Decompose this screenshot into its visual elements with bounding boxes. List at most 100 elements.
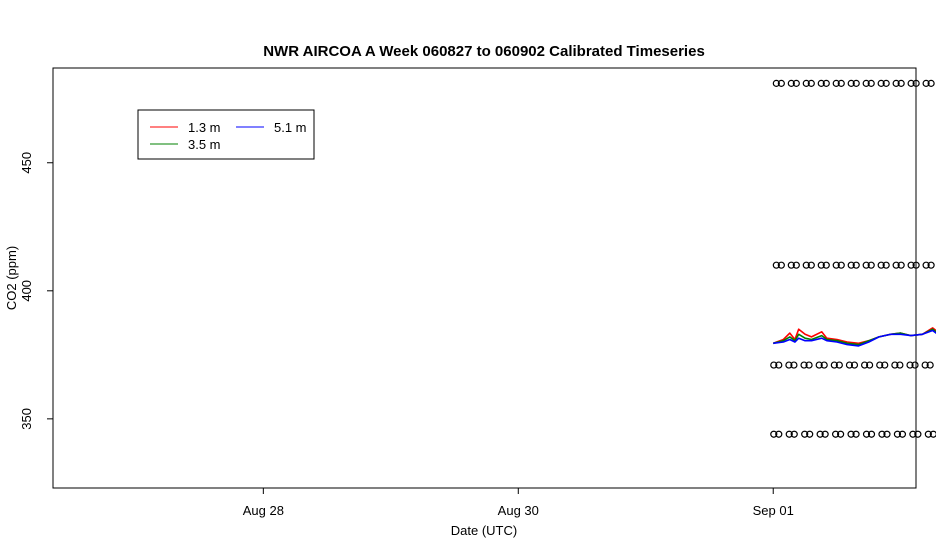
calibration-marker: [898, 430, 907, 438]
calibration-marker: [909, 430, 917, 438]
calibration-marker: [770, 361, 778, 369]
y-axis-label: CO2 (ppm): [4, 246, 19, 310]
calibration-marker: [830, 361, 838, 369]
calibration-marker: [790, 361, 798, 369]
calibration-marker: [785, 361, 793, 369]
legend-box: [137, 109, 315, 160]
calibration-marker: [893, 430, 902, 438]
x-tick-label: Aug 28: [243, 503, 284, 518]
y-tick-label: 400: [19, 280, 34, 302]
calibration-marker: [912, 79, 920, 87]
calibration-marker: [801, 430, 809, 438]
calibration-marker: [924, 430, 932, 438]
calibration-marker: [837, 261, 845, 269]
calibration-marker: [790, 430, 798, 438]
calibration-marker: [832, 430, 840, 438]
plot-area-frame: [52, 67, 917, 489]
calibration-marker: [845, 361, 854, 369]
calibration-marker: [792, 261, 800, 269]
calibration-marker: [820, 361, 828, 369]
calibration-marker: [837, 430, 845, 438]
series-lines: [772, 327, 936, 347]
calibration-marker: [816, 430, 824, 438]
calibration-marker: [892, 261, 900, 269]
calibration-marker: [876, 361, 884, 369]
calibration-marker: [906, 361, 914, 369]
calibration-marker: [822, 79, 830, 87]
calibration-marker: [929, 430, 936, 438]
calibration-marker: [775, 430, 783, 438]
calibration-marker: [926, 361, 934, 369]
calibration-marker: [867, 261, 875, 269]
calibration-marker: [867, 430, 876, 438]
calibration-marker: [837, 79, 845, 87]
calibration-marker: [817, 261, 825, 269]
calibration-marker: [912, 261, 920, 269]
calibration-marker: [787, 261, 795, 269]
calibration-marker: [922, 261, 930, 269]
legend-label-3-5m: 3.5 m: [188, 137, 221, 152]
calibration-marker: [897, 261, 905, 269]
calibration-marker: [822, 261, 830, 269]
calibration-marker: [907, 261, 915, 269]
calibration-marker: [777, 79, 785, 87]
calibration-marker: [922, 79, 930, 87]
calibration-marker: [772, 79, 780, 87]
calibration-marker: [892, 79, 900, 87]
calibration-marker: [867, 79, 875, 87]
calibration-marker: [775, 361, 783, 369]
calibration-marker: [852, 261, 860, 269]
calibration-marker: [807, 261, 815, 269]
y-axis: 350 400 450: [19, 152, 53, 430]
chart-title: NWR AIRCOA A Week 060827 to 060902 Calib…: [263, 43, 705, 60]
calibration-marker: [772, 261, 780, 269]
calibration-marker: [862, 430, 871, 438]
calibration-marker: [907, 79, 915, 87]
calibration-marker: [832, 79, 840, 87]
legend: 1.3 m 5.1 m 3.5 m: [137, 109, 315, 160]
calibration-marker: [847, 79, 855, 87]
calibration-marker: [914, 430, 922, 438]
calibration-marker: [866, 361, 874, 369]
x-tick-label: Aug 30: [498, 503, 539, 518]
calibration-marker: [785, 430, 793, 438]
calibration-marker: [878, 430, 886, 438]
calibration-marker: [862, 261, 870, 269]
calibration-marker: [787, 79, 795, 87]
calibration-marker: [802, 79, 810, 87]
y-tick-label: 450: [19, 152, 34, 174]
calibration-marker: [847, 261, 855, 269]
calibration-marker: [850, 361, 859, 369]
calibration-marker: [891, 361, 899, 369]
calibration-marker: [862, 79, 870, 87]
calibration-marker: [792, 79, 800, 87]
calibration-marker: [877, 79, 885, 87]
x-axis-label: Date (UTC): [451, 523, 517, 538]
calibration-marker: [817, 79, 825, 87]
legend-label-5-1m: 5.1 m: [274, 120, 307, 135]
calibration-marker: [877, 261, 885, 269]
calibration-marker: [821, 430, 829, 438]
calibration-marker: [806, 430, 814, 438]
calibration-marker: [927, 261, 935, 269]
calibration-marker: [847, 430, 855, 438]
calibration-marker: [861, 361, 869, 369]
calibration-marker: [897, 79, 905, 87]
legend-label-1-3m: 1.3 m: [188, 120, 221, 135]
calibration-marker: [800, 361, 808, 369]
calibration-marker: [832, 261, 840, 269]
calibration-marker: [883, 430, 891, 438]
calibration-marker: [882, 261, 890, 269]
calibration-marker: [807, 79, 815, 87]
calibration-markers: [770, 79, 936, 438]
calibration-marker: [815, 361, 823, 369]
y-tick-label: 350: [19, 408, 34, 430]
series-line-5-1-m: [773, 329, 936, 347]
calibration-marker: [835, 361, 843, 369]
calibration-marker: [770, 430, 778, 438]
x-tick-label: Sep 01: [753, 503, 794, 518]
calibration-marker: [911, 361, 919, 369]
calibration-marker: [805, 361, 813, 369]
